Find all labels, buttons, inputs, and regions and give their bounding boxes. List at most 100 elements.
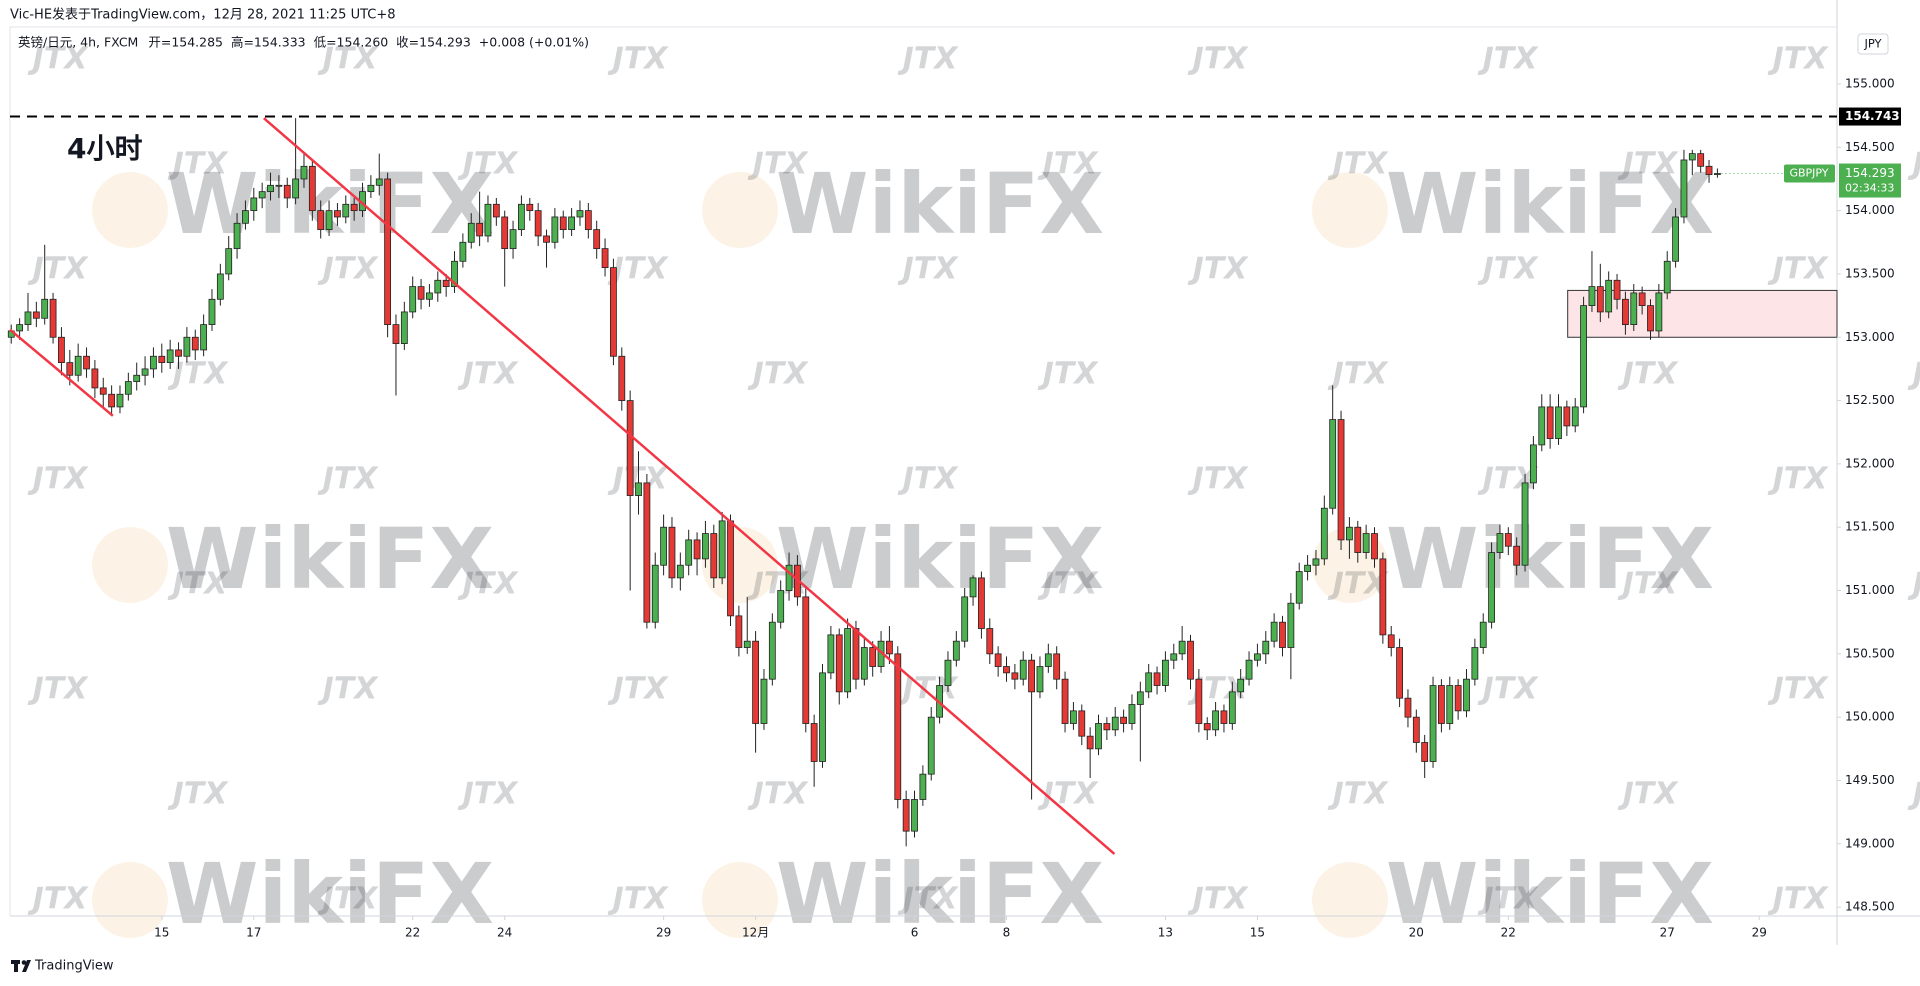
candle-body [150, 355, 157, 370]
candle-body [1095, 723, 1102, 750]
watermark-small: JTX [1908, 357, 1920, 392]
watermark-small: JTX [1038, 147, 1100, 182]
candle-body [1596, 286, 1604, 313]
candle-body [676, 564, 684, 579]
candle-body [610, 267, 617, 357]
watermark-small: JTX [168, 357, 230, 392]
candle-body [710, 533, 718, 579]
level-label: 154.743 [1845, 109, 1900, 123]
watermark-small: JTX [458, 147, 520, 182]
candle-body [593, 229, 601, 250]
candle-body [994, 653, 1002, 667]
candle-body [1153, 672, 1161, 686]
candle-body [233, 222, 241, 250]
x-tick-label: 6 [911, 926, 919, 940]
candle-body [317, 210, 325, 231]
candle-body [200, 324, 208, 351]
candle-body [41, 298, 49, 319]
currency-label[interactable]: JPY [1863, 37, 1882, 51]
candle-body [1304, 564, 1311, 572]
watermark: WikiFX [776, 845, 1104, 943]
candle-body [1346, 526, 1353, 541]
y-tick-label: 150.500 [1845, 646, 1895, 660]
candle-body [534, 210, 542, 237]
watermark-small: JTX [1328, 777, 1390, 812]
candle-body [375, 178, 383, 186]
candle-body [693, 539, 701, 560]
watermark-small: JTX [1478, 462, 1540, 497]
candle-body [785, 564, 793, 591]
candle-body [1421, 742, 1429, 762]
candle-body [1187, 640, 1194, 680]
candle-body [1162, 659, 1169, 686]
watermark: WikiFX [166, 845, 494, 943]
candle-body [208, 298, 216, 325]
watermark-small: JTX [1908, 147, 1920, 182]
candle-body [911, 799, 918, 832]
candle-body [1136, 691, 1144, 705]
candle-body [334, 210, 341, 218]
candle-body [175, 349, 182, 357]
candle-body [1111, 716, 1119, 731]
candle-body [451, 260, 458, 288]
y-tick-label: 155.000 [1845, 76, 1895, 90]
y-tick-label: 149.500 [1845, 773, 1895, 787]
x-tick-label: 22 [1501, 926, 1516, 940]
watermark-small: JTX [608, 42, 670, 77]
candle-body [267, 184, 274, 193]
candle-body [1521, 482, 1529, 566]
symbol-badge [1784, 164, 1835, 183]
watermark-small: JTX [1188, 252, 1250, 287]
candle-body [1003, 666, 1010, 674]
candle-body [1203, 723, 1211, 731]
candle-body [1563, 406, 1571, 427]
candle-body [1588, 286, 1596, 307]
candle-body [242, 210, 249, 224]
candle-body [1279, 621, 1286, 648]
candle-body [1663, 260, 1671, 294]
watermark-small: JTX [1038, 777, 1100, 812]
candle-body [1371, 533, 1378, 560]
candle-body [1312, 558, 1320, 566]
candle-body [1580, 305, 1587, 408]
candle-body [518, 203, 525, 231]
last-price-badge [1839, 163, 1901, 198]
watermark-small: JTX [458, 567, 520, 602]
candle-body [83, 355, 90, 370]
candle-body [325, 210, 333, 231]
x-tick-label: 27 [1660, 926, 1675, 940]
candle-body [894, 653, 902, 800]
watermark-small: JTX [318, 42, 380, 77]
candle-body [1011, 672, 1019, 680]
candle-body [643, 482, 651, 623]
candle-body [1019, 659, 1027, 680]
candle-body [99, 387, 107, 395]
candle-body [702, 533, 709, 560]
candle-body [944, 659, 952, 686]
watermark-logo [1312, 172, 1388, 248]
watermark-small: JTX [458, 357, 520, 392]
watermark-small: JTX [1618, 357, 1680, 392]
watermark-small: JTX [1478, 882, 1540, 917]
watermark-small: JTX [1478, 252, 1540, 287]
currency-button[interactable] [1857, 33, 1889, 55]
candle-body [543, 235, 550, 243]
candle-body [183, 336, 191, 357]
candle-body [141, 368, 149, 376]
candle-body [1622, 298, 1629, 325]
candle-body [308, 165, 316, 212]
candle-body [1630, 292, 1638, 325]
x-tick-label: 20 [1409, 926, 1424, 940]
y-tick-label: 152.500 [1845, 393, 1895, 407]
candle-body [476, 222, 484, 237]
watermark-small: JTX [1768, 882, 1830, 917]
watermark-small: JTX [898, 462, 960, 497]
candle-body [1680, 159, 1688, 218]
x-tick-label: 24 [497, 926, 512, 940]
watermark-small: JTX [608, 672, 670, 707]
candle-body [1655, 292, 1663, 332]
x-tick-label: 15 [1250, 926, 1265, 940]
watermark: WikiFX [776, 510, 1104, 608]
candle-body [417, 286, 425, 300]
